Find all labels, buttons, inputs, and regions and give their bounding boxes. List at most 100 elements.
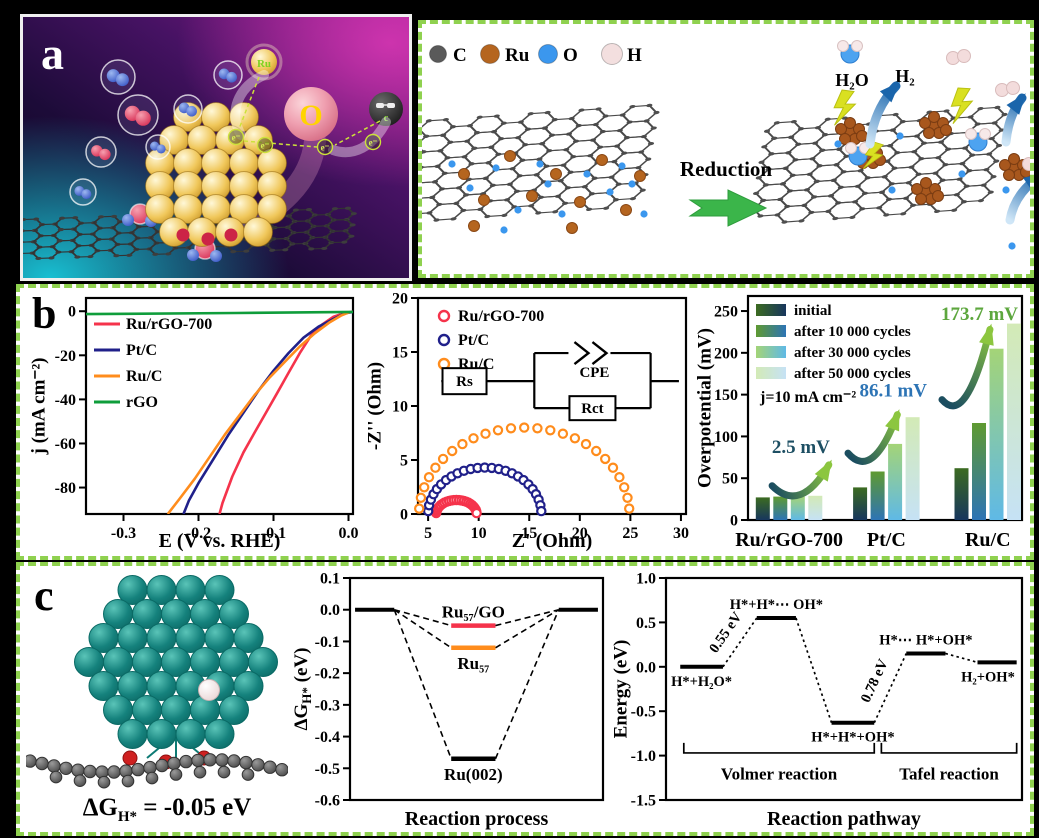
c-atom xyxy=(179,754,193,769)
lightning-bolt-icon xyxy=(833,89,857,126)
o-group xyxy=(500,226,508,234)
c-atom xyxy=(97,775,111,789)
carbon-atom xyxy=(165,252,172,256)
overpotential-bar-chart: 0 50 100 150 200 250 Overpotential (mV) Ru/rGO-… xyxy=(692,290,1030,554)
ru-cluster-atom xyxy=(1003,169,1015,181)
h-atom xyxy=(198,679,220,701)
eis-point-Ru/C xyxy=(622,492,633,503)
y-tick-label: 0.0 xyxy=(320,602,340,619)
carbon-atom xyxy=(56,239,63,243)
eis-point-Ru/C xyxy=(423,471,435,483)
region-bracket xyxy=(880,742,1018,754)
carbon-atom xyxy=(348,234,355,238)
annotation-86.1 mV: 86.1 mV xyxy=(859,380,927,401)
carbon-atom xyxy=(422,165,424,170)
o-group xyxy=(448,160,456,168)
o-group xyxy=(514,206,522,214)
x-tick-label: -0.3 xyxy=(111,525,136,542)
o-group xyxy=(1008,242,1016,250)
rct-label: Rct xyxy=(581,401,604,417)
state-label: H₂+OH* xyxy=(961,669,1015,685)
connector xyxy=(795,617,833,724)
electron-path xyxy=(243,140,318,148)
legend-atom-icon-Ru xyxy=(480,44,500,64)
legend-label: Pt/C xyxy=(126,342,157,359)
o-sphere-label: O xyxy=(299,99,322,132)
carbon-atom xyxy=(544,110,551,115)
carbon-atom xyxy=(650,126,657,130)
carbon-atom xyxy=(493,114,500,118)
ru-atom xyxy=(204,575,235,605)
carbon-atom xyxy=(1001,112,1008,117)
carbon-atom xyxy=(892,112,899,117)
carbon-atom xyxy=(344,206,352,210)
rs-label: Rs xyxy=(456,374,473,390)
hex-ring xyxy=(570,108,607,127)
series-Ru/rGO-700 xyxy=(218,310,353,514)
region-label: Tafel reaction xyxy=(899,765,999,784)
carbon-atom xyxy=(473,131,481,135)
legend-marker xyxy=(437,309,451,323)
carbon-atom xyxy=(995,144,1003,148)
carbon-atom xyxy=(74,255,81,259)
x-tick-label: 10 xyxy=(471,525,487,542)
eis-point-Ru/C xyxy=(599,453,611,465)
hex-ring xyxy=(519,111,556,130)
ru-cluster-atom xyxy=(919,117,931,129)
x-axis-title: Z' (Ohm) xyxy=(512,530,593,552)
carbon-atom xyxy=(243,249,250,253)
h2o-hydrogen xyxy=(837,40,849,52)
carbon-atom xyxy=(126,253,133,257)
bar-Ru/rGO-700-initial xyxy=(755,497,770,520)
rs-box xyxy=(441,367,488,396)
ru-atom xyxy=(219,695,249,725)
plot-frame xyxy=(416,296,688,516)
carbon-atom xyxy=(900,212,907,216)
eis-point-Ru/C xyxy=(437,453,449,465)
bubble-molecule xyxy=(186,105,197,117)
y-tick-label: -0.2 xyxy=(315,666,340,683)
carbon-atom xyxy=(341,240,348,244)
bar-Pt/C-after 10 000 cycles xyxy=(870,471,885,520)
state-label: H*+H₂O* xyxy=(671,674,732,690)
ru-sphere-label: Ru xyxy=(257,58,271,70)
ru-atom xyxy=(117,719,148,749)
c-atom xyxy=(193,765,207,779)
y-tick-label: 0 xyxy=(68,304,76,321)
carbon-atom xyxy=(993,159,1000,163)
carbon-atom xyxy=(810,195,818,199)
eis-point-Ru/C xyxy=(457,438,468,450)
carbon-atom xyxy=(230,250,237,254)
x-tick-label: 0.0 xyxy=(339,525,359,542)
carbon-atom xyxy=(476,115,483,119)
carbon-atom xyxy=(32,217,40,221)
y-tick-label: 15 xyxy=(392,345,408,362)
hex-ring xyxy=(468,115,506,134)
c-atom xyxy=(145,771,159,785)
series-rGO xyxy=(86,310,353,316)
eis-point-Ru/C xyxy=(590,445,602,457)
carbon-atom xyxy=(943,109,950,113)
y-axis-title: j (mA cm⁻²) xyxy=(28,358,49,456)
bubble-molecule xyxy=(81,189,92,200)
c-atom xyxy=(73,774,87,787)
hex-ring xyxy=(969,106,1006,125)
electron-path xyxy=(238,76,260,130)
c-atom xyxy=(121,774,135,788)
y-tick-label: -0.3 xyxy=(315,697,340,714)
category-label: Pt/C xyxy=(867,529,906,551)
carbon-atom xyxy=(757,214,764,218)
state-label: H*+H*⋯ OH* xyxy=(730,597,823,613)
carbon-atom xyxy=(349,223,356,227)
x-tick-label: -0.1 xyxy=(261,525,286,542)
gibbs-energy-diagram: 0.1 0.0 -0.1 -0.2 -0.3 -0.4 -0.5 -0.6 Reaction p… xyxy=(288,568,608,832)
c-atom xyxy=(26,754,37,768)
legend-atom-label: C xyxy=(453,45,467,66)
o-group xyxy=(628,180,636,188)
panel-b-label: b xyxy=(32,289,57,338)
electron-label: e⁻ xyxy=(369,138,378,148)
electron-path xyxy=(334,120,381,146)
x-tick-label: 15 xyxy=(521,525,537,542)
y-tick-label: 0 xyxy=(730,513,738,530)
